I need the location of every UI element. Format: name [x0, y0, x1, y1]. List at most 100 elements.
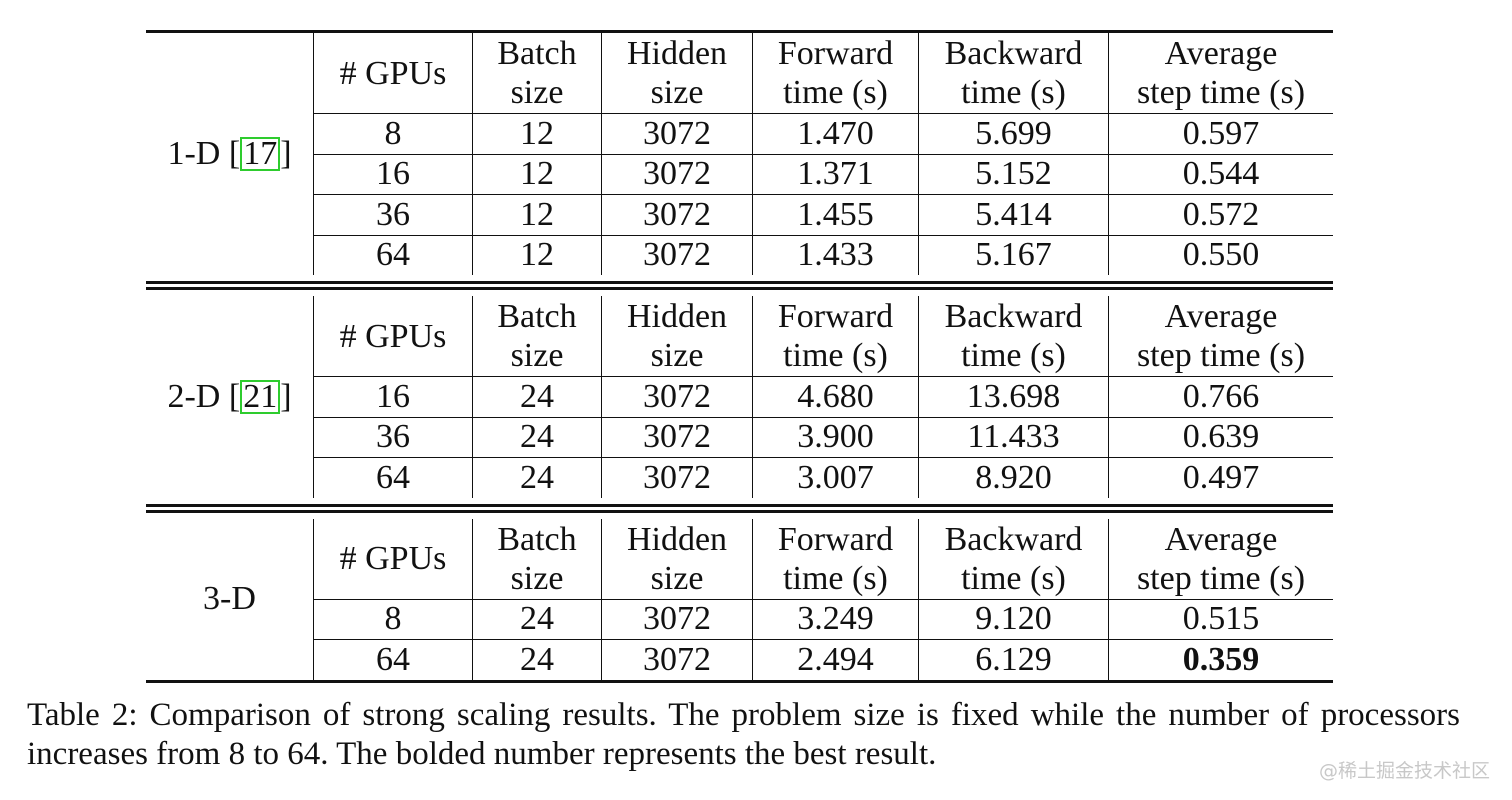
- table-cell: 0.766: [1108, 377, 1333, 417]
- header-gpus: # GPUs: [314, 33, 472, 113]
- table-cell: 36: [376, 195, 410, 233]
- table-bottom-rule: [146, 679, 1333, 683]
- citation-link[interactable]: 21: [240, 379, 281, 414]
- header-text: time (s): [783, 74, 888, 111]
- header-text: # GPUs: [339, 54, 447, 92]
- watermark: @稀土掘金技术社区: [1318, 760, 1490, 782]
- table-cell: 24: [472, 377, 601, 417]
- method-label: 3-D: [146, 519, 313, 680]
- method-name: 3-D: [203, 580, 256, 617]
- method-close: ]: [280, 377, 292, 415]
- header-average: Average step time (s): [1108, 33, 1333, 113]
- results-table: 1-D [17] # GPUs Batch size Hidden size For…: [146, 30, 1333, 683]
- header-text: # GPUs: [339, 317, 447, 355]
- table-cell: 3072: [601, 377, 752, 417]
- header-row: # GPUs Batch size Hidden size Forward time …: [314, 518, 1333, 599]
- table-cell: 24: [472, 599, 601, 639]
- table-cell: 13.698: [918, 377, 1108, 417]
- table-cell: 3072: [601, 195, 752, 235]
- header-text: size: [510, 74, 564, 111]
- table-cell: 11.433: [918, 417, 1108, 457]
- header-text: Batch: [497, 298, 577, 335]
- table-top-rule: [146, 30, 1333, 33]
- header-average: Average step time (s): [1108, 518, 1333, 599]
- header-text: size: [510, 559, 564, 597]
- header-batch: Batch size: [472, 518, 601, 599]
- header-text: Batch: [497, 35, 577, 72]
- header-text: Average: [1164, 520, 1278, 558]
- table-cell: 3072: [601, 640, 752, 680]
- header-text: size: [650, 74, 704, 111]
- section-3d: 3-D # GPUs Batch size Hidden size Forward t…: [146, 518, 1333, 680]
- header-text: Average: [1164, 35, 1278, 72]
- table-cell: 16: [376, 377, 410, 415]
- table-cell: 3.900: [752, 417, 918, 457]
- header-text: step time (s): [1136, 337, 1306, 374]
- table-cell: 0.515: [1108, 599, 1333, 639]
- header-hidden: Hidden size: [601, 296, 752, 376]
- table-cell: 16: [376, 155, 410, 193]
- table-cell: 8: [384, 600, 402, 638]
- header-text: Forward: [777, 520, 894, 558]
- table-row: 16 24 3072 4.680 13.698 0.766: [314, 376, 1333, 417]
- table-cell: 5.152: [918, 154, 1108, 194]
- table-cell: 24: [472, 640, 601, 680]
- header-row: # GPUs Batch size Hidden size Forward time …: [314, 296, 1333, 376]
- header-gpus: # GPUs: [314, 519, 472, 599]
- header-text: Hidden: [626, 35, 728, 72]
- table-cell: 2.494: [752, 640, 918, 680]
- table-cell: 3072: [601, 154, 752, 194]
- header-text: Backward: [944, 520, 1083, 558]
- table-caption: Table 2: Comparison of strong scaling re…: [27, 697, 1460, 772]
- section-grid: # GPUs Batch size Hidden size Forward time …: [313, 33, 1333, 275]
- table-row: 16 12 3072 1.371 5.152 0.544: [314, 153, 1333, 194]
- header-backward: Backward time (s): [918, 33, 1108, 113]
- table-cell: 3.249: [752, 599, 918, 639]
- table-cell: 3072: [601, 599, 752, 639]
- table-cell: 36: [376, 418, 410, 456]
- header-forward: Forward time (s): [752, 296, 918, 376]
- table-cell: 5.167: [918, 235, 1108, 275]
- table-cell: 0.639: [1108, 417, 1333, 457]
- header-batch: Batch size: [472, 296, 601, 376]
- table-cell: 1.371: [752, 154, 918, 194]
- table-cell: 8.920: [918, 458, 1108, 498]
- table-cell: 0.572: [1108, 195, 1333, 235]
- table-cell: 64: [376, 236, 410, 274]
- header-text: time (s): [961, 337, 1066, 374]
- method-close: ]: [280, 135, 292, 172]
- header-text: Batch: [497, 520, 577, 558]
- header-text: Hidden: [626, 298, 728, 335]
- header-text: Backward: [944, 298, 1083, 335]
- method-name: 1-D [: [167, 135, 241, 172]
- table-cell: 3072: [601, 458, 752, 498]
- table-row: 64 24 3072 2.494 6.129 0.359: [314, 639, 1333, 680]
- header-backward: Backward time (s): [918, 518, 1108, 599]
- method-label: 1-D [17]: [146, 33, 313, 275]
- section-divider: [146, 281, 1333, 290]
- header-text: Hidden: [626, 520, 728, 558]
- header-forward: Forward time (s): [752, 518, 918, 599]
- header-text: # GPUs: [339, 540, 447, 577]
- table-row: 36 12 3072 1.455 5.414 0.572: [314, 194, 1333, 235]
- table-row: 64 12 3072 1.433 5.167 0.550: [314, 234, 1333, 275]
- table-cell: 3072: [601, 114, 752, 154]
- table-cell: 0.497: [1108, 458, 1333, 498]
- citation-link[interactable]: 17: [240, 137, 281, 171]
- header-text: Forward: [777, 35, 894, 72]
- table-cell: 12: [472, 114, 601, 154]
- header-text: time (s): [783, 337, 888, 374]
- table-row: 8 24 3072 3.249 9.120 0.515: [314, 598, 1333, 639]
- header-batch: Batch size: [472, 33, 601, 113]
- header-text: step time (s): [1136, 559, 1306, 597]
- table-cell: 4.680: [752, 377, 918, 417]
- table-cell: 5.699: [918, 114, 1108, 154]
- table-cell: 6.129: [918, 640, 1108, 680]
- table-row: 36 24 3072 3.900 11.433 0.639: [314, 416, 1333, 457]
- section-grid: # GPUs Batch size Hidden size Forward time …: [313, 296, 1333, 498]
- table-cell: 3072: [601, 235, 752, 275]
- table-cell: 1.455: [752, 195, 918, 235]
- table-cell: 24: [472, 458, 601, 498]
- table-row: 64 24 3072 3.007 8.920 0.497: [314, 457, 1333, 498]
- header-text: Backward: [944, 35, 1083, 72]
